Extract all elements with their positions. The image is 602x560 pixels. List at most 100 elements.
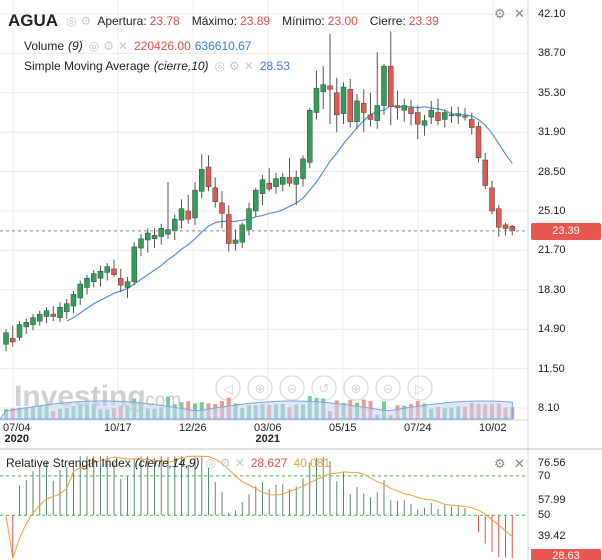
candle-up xyxy=(37,313,43,322)
close-icon[interactable]: ✕ xyxy=(234,456,245,470)
chart-navigation-controls[interactable]: ◁ ⊕ ⊖ ↺ ⊕ ⊖ ▷ xyxy=(215,375,433,401)
settings-icon[interactable]: ⚙ xyxy=(229,59,240,73)
candle-up xyxy=(3,332,9,345)
rsi-value: 28.627 xyxy=(250,456,288,470)
time-tick-label: 10/17 xyxy=(104,423,132,434)
svg-text:⊖: ⊖ xyxy=(287,382,298,397)
candle-down xyxy=(509,226,515,232)
volume-ma-area xyxy=(0,400,513,420)
candle-down xyxy=(408,107,414,114)
zoom-in-icon[interactable]: ⊕ xyxy=(247,375,273,401)
svg-text:⊖: ⊖ xyxy=(383,382,394,397)
price-tick-label: 35.30 xyxy=(538,86,566,99)
candle-up xyxy=(381,65,387,106)
candle-up xyxy=(442,112,448,120)
candle-down xyxy=(435,112,441,121)
volume-param: (9) xyxy=(68,39,83,53)
price-tick-label: 28.50 xyxy=(538,165,566,178)
candle-up xyxy=(16,324,23,338)
candle-down xyxy=(502,224,509,229)
close-icon[interactable]: ✕ xyxy=(514,6,525,21)
high-label: Máximo: xyxy=(191,14,238,28)
price-tick-label: 8.10 xyxy=(538,402,560,414)
rsi-legend: Relative Strength Index (cierre,14,9) ◎ … xyxy=(6,456,330,470)
time-tick-date: 07/24 xyxy=(404,422,432,434)
zoom-out-time-icon[interactable]: ⊖ xyxy=(375,375,401,401)
sma-legend: Simple Moving Average (cierre,10) ◎ ⚙ ✕ … xyxy=(24,59,290,73)
candle-up xyxy=(259,179,266,194)
candle-up xyxy=(192,189,198,219)
sma-value: 28.53 xyxy=(259,59,290,73)
rsi-signal-line xyxy=(5,455,513,559)
candle-up xyxy=(124,281,131,288)
open-value: 23.78 xyxy=(149,14,180,28)
eye-icon[interactable]: ◎ xyxy=(88,39,100,53)
last-price-tag: 23.39 xyxy=(531,222,601,240)
candle-up xyxy=(307,109,313,163)
candle-up xyxy=(280,177,286,185)
scroll-right-icon[interactable]: ▷ xyxy=(407,375,433,401)
candle-up xyxy=(131,246,137,282)
time-tick-label: 07/04 2020 xyxy=(3,423,31,445)
high-value: 23.89 xyxy=(240,14,271,28)
candle-up xyxy=(374,105,380,121)
zoom-out-icon[interactable]: ⊖ xyxy=(279,375,305,401)
time-tick-date: 05/15 xyxy=(329,422,357,434)
eye-icon[interactable]: ◎ xyxy=(214,59,226,73)
reset-icon[interactable]: ↺ xyxy=(311,375,337,401)
close-icon[interactable]: ✕ xyxy=(117,39,129,53)
candle-up xyxy=(428,109,434,118)
candle-down xyxy=(205,166,212,187)
candle-down xyxy=(226,214,232,244)
candle-up xyxy=(70,294,77,307)
settings-icon[interactable]: ⚙ xyxy=(103,39,114,53)
rsi-last-tag: 28.63 xyxy=(531,549,601,560)
close-icon[interactable]: ✕ xyxy=(514,456,525,471)
gear-icon[interactable]: ⚙ xyxy=(494,6,506,21)
candle-up xyxy=(293,177,299,185)
price-tick-label: 31.90 xyxy=(538,126,566,139)
rsi-tick-label: 57.99 xyxy=(538,493,566,506)
scroll-left-icon[interactable]: ◁ xyxy=(215,375,241,401)
close-icon[interactable]: ✕ xyxy=(243,59,254,73)
candle-up xyxy=(253,189,259,212)
time-tick-date: 12/26 xyxy=(179,422,207,434)
candle-up xyxy=(199,169,205,192)
time-tick-label: 07/24 xyxy=(404,423,432,434)
time-tick-label: 12/26 xyxy=(179,423,207,434)
price-tick-label: 14.90 xyxy=(538,323,566,336)
candle-down xyxy=(394,105,401,109)
svg-text:⊕: ⊕ xyxy=(255,382,266,397)
svg-text:▷: ▷ xyxy=(415,382,425,397)
candle-up xyxy=(340,86,347,114)
candle-up xyxy=(64,303,70,313)
rsi-tick-label: 70 xyxy=(538,469,551,482)
candle-up xyxy=(172,218,178,231)
eye-icon[interactable]: ◎ xyxy=(66,14,77,28)
candle-up xyxy=(165,229,171,235)
candle-up xyxy=(84,277,90,288)
candle-up xyxy=(313,87,320,113)
time-tick-date: 10/17 xyxy=(104,422,132,434)
candle-up xyxy=(97,271,104,279)
candle-up xyxy=(43,310,50,317)
settings-icon[interactable]: ⚙ xyxy=(219,456,231,470)
open-label: Apertura: xyxy=(97,14,147,28)
candle-up xyxy=(104,266,110,273)
gear-icon[interactable]: ⚙ xyxy=(494,456,506,471)
price-tick-label: 38.70 xyxy=(538,47,566,60)
candle-down xyxy=(347,89,353,123)
svg-text:⊕: ⊕ xyxy=(351,382,362,397)
eye-icon[interactable]: ◎ xyxy=(205,456,216,470)
candle-down xyxy=(111,268,117,275)
time-tick-date: 07/04 xyxy=(3,422,31,434)
sma-line xyxy=(66,104,513,322)
settings-icon[interactable]: ⚙ xyxy=(80,14,92,28)
candle-down xyxy=(496,208,502,228)
price-tick-label: 25.10 xyxy=(538,205,566,217)
zoom-in-time-icon[interactable]: ⊕ xyxy=(343,375,369,401)
candle-up xyxy=(239,224,245,243)
candle-up xyxy=(401,105,407,111)
